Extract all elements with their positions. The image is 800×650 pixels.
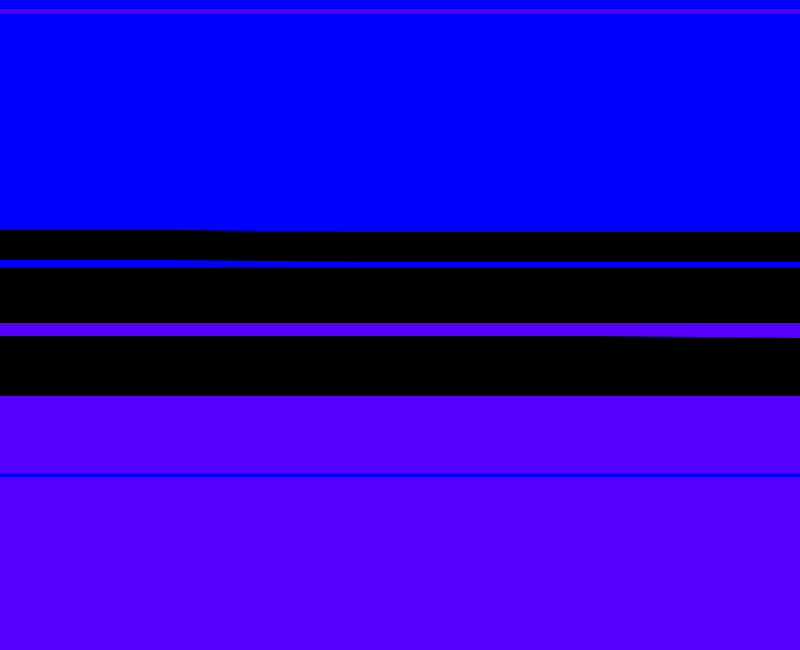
top-blue-band: [0, 0, 800, 232]
bottom-thin-blue-line: [0, 473, 800, 477]
middle-violet-band: [0, 323, 800, 338]
bottom-violet-band: [0, 396, 800, 650]
top-thin-violet-line: [0, 9, 800, 13]
middle-thin-blue-band: [0, 260, 800, 267]
